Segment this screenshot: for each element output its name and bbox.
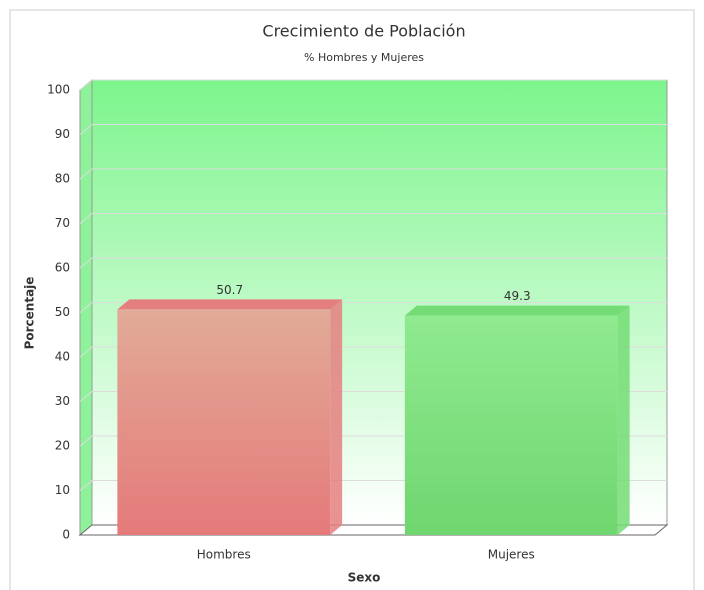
grid-line xyxy=(79,79,667,91)
y-tick-label: 80 xyxy=(55,172,70,186)
grid-line xyxy=(79,302,667,313)
y-tick-label: 70 xyxy=(55,216,70,230)
y-tick-label: 100 xyxy=(47,83,70,97)
bar-top xyxy=(404,305,630,316)
x-tick-label: Mujeres xyxy=(488,548,535,562)
x-tick-label: Hombres xyxy=(197,548,251,562)
chart-subtitle: % Hombres y Mujeres xyxy=(304,51,424,64)
y-tick-label: 20 xyxy=(55,439,70,453)
grid-line xyxy=(79,168,667,180)
bar-side xyxy=(617,305,630,535)
y-tick-label: 90 xyxy=(55,127,70,141)
bar-top xyxy=(117,299,343,310)
grid-line xyxy=(79,124,667,135)
grid-line xyxy=(79,213,667,224)
bar xyxy=(117,309,331,535)
y-tick-label: 60 xyxy=(55,261,70,275)
y-axis-title: Porcentaje xyxy=(23,277,37,350)
y-tick-label: 30 xyxy=(55,394,70,408)
grid-line xyxy=(79,257,667,269)
data-label: 50.7 xyxy=(216,283,243,297)
y-tick-label: 40 xyxy=(55,350,70,364)
y-tick-label: 0 xyxy=(62,528,70,542)
y-tick-label: 10 xyxy=(55,483,70,497)
bar xyxy=(404,315,618,535)
bar-side xyxy=(330,299,343,535)
chart-title: Crecimiento de Población xyxy=(262,22,465,41)
y-tick-label: 50 xyxy=(55,305,70,319)
data-label: 49.3 xyxy=(504,289,531,303)
x-axis-title: Sexo xyxy=(348,571,381,585)
